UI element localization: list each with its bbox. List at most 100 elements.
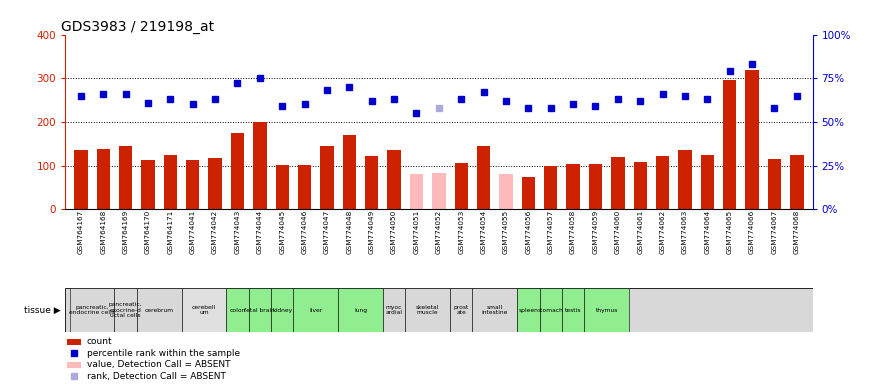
Text: skeletal
muscle: skeletal muscle (416, 305, 440, 316)
Text: GSM774049: GSM774049 (368, 209, 375, 253)
Bar (790, 155, 804, 209)
Text: GSM774068: GSM774068 (794, 209, 799, 253)
Bar (432, 173, 446, 209)
Text: GSM774067: GSM774067 (772, 209, 778, 253)
Text: GSM774065: GSM774065 (726, 209, 733, 253)
Text: GSM774050: GSM774050 (391, 209, 397, 253)
Text: cerebell
um: cerebell um (192, 305, 216, 316)
Text: GSM774043: GSM774043 (235, 209, 241, 253)
Bar (746, 70, 759, 209)
Bar (253, 122, 267, 209)
Bar (209, 158, 222, 209)
Bar (656, 156, 669, 209)
Text: fetal brain: fetal brain (244, 308, 275, 313)
Bar (540, 288, 562, 332)
Text: GSM774051: GSM774051 (414, 209, 420, 253)
Text: kidney: kidney (272, 308, 292, 313)
Bar (231, 133, 244, 209)
Text: count: count (87, 337, 112, 346)
Bar (517, 288, 540, 332)
Bar (119, 146, 132, 209)
Bar (67, 339, 81, 345)
Bar (298, 165, 311, 209)
Bar (321, 146, 334, 209)
Bar (383, 288, 405, 332)
Text: GSM774046: GSM774046 (302, 209, 308, 253)
Bar (768, 159, 781, 209)
Text: GSM774062: GSM774062 (660, 209, 666, 253)
Text: liver: liver (309, 308, 322, 313)
Bar (405, 288, 450, 332)
Text: stomach: stomach (538, 308, 564, 313)
Text: GSM774058: GSM774058 (570, 209, 576, 253)
Bar (473, 288, 517, 332)
Bar (500, 174, 513, 209)
Text: GSM774061: GSM774061 (637, 209, 643, 253)
Text: GSM774060: GSM774060 (615, 209, 620, 253)
Bar (544, 166, 557, 209)
Bar (186, 160, 199, 209)
Bar (562, 288, 584, 332)
Bar (271, 288, 294, 332)
Bar (365, 156, 378, 209)
Text: GSM764171: GSM764171 (168, 209, 173, 253)
Text: GSM774056: GSM774056 (526, 209, 531, 253)
Bar (67, 362, 81, 368)
Bar (294, 288, 338, 332)
Bar (338, 288, 383, 332)
Bar (410, 174, 423, 209)
Bar (454, 164, 468, 209)
Text: GSM774055: GSM774055 (503, 209, 509, 253)
Text: lung: lung (354, 308, 367, 313)
Text: GSM774066: GSM774066 (749, 209, 755, 253)
Bar (115, 288, 136, 332)
Bar (723, 80, 736, 209)
Text: colon: colon (229, 308, 246, 313)
Bar (182, 288, 226, 332)
Bar (521, 177, 535, 209)
Text: small
intestine: small intestine (481, 305, 508, 316)
Text: GSM764170: GSM764170 (145, 209, 151, 253)
Bar (567, 164, 580, 209)
Text: GSM774047: GSM774047 (324, 209, 330, 253)
Text: GSM764168: GSM764168 (100, 209, 106, 253)
Text: pancreatic,
exocrine-d
uctal cells: pancreatic, exocrine-d uctal cells (109, 302, 143, 318)
Text: thymus: thymus (595, 308, 618, 313)
Text: myoc
ardial: myoc ardial (386, 305, 402, 316)
Text: GSM774044: GSM774044 (257, 209, 262, 253)
Text: prost
ate: prost ate (454, 305, 469, 316)
Bar (589, 164, 602, 209)
Bar (226, 288, 249, 332)
Bar (450, 288, 473, 332)
Text: testis: testis (565, 308, 581, 313)
Text: GSM774054: GSM774054 (481, 209, 487, 253)
Text: spleen: spleen (519, 308, 538, 313)
Text: GSM774045: GSM774045 (279, 209, 285, 253)
Bar (679, 150, 692, 209)
Text: value, Detection Call = ABSENT: value, Detection Call = ABSENT (87, 360, 230, 369)
Bar (163, 155, 177, 209)
Text: GSM774053: GSM774053 (458, 209, 464, 253)
Bar (74, 150, 88, 209)
Bar (249, 288, 271, 332)
Bar (634, 162, 647, 209)
Text: GDS3983 / 219198_at: GDS3983 / 219198_at (62, 20, 215, 33)
Text: percentile rank within the sample: percentile rank within the sample (87, 349, 240, 358)
Text: cerebrum: cerebrum (144, 308, 174, 313)
Bar (96, 149, 109, 209)
Text: GSM764169: GSM764169 (123, 209, 129, 253)
Bar (342, 135, 356, 209)
Text: GSM774063: GSM774063 (682, 209, 688, 253)
Text: GSM774041: GSM774041 (189, 209, 196, 253)
Text: tissue ▶: tissue ▶ (24, 306, 61, 314)
Bar (70, 288, 115, 332)
Bar (477, 146, 490, 209)
Bar (136, 288, 182, 332)
Text: GSM774059: GSM774059 (593, 209, 599, 253)
Text: pancreatic,
endocrine cells: pancreatic, endocrine cells (70, 305, 115, 316)
Text: GSM774052: GSM774052 (436, 209, 441, 253)
Text: GSM774048: GSM774048 (347, 209, 352, 253)
Text: GSM774042: GSM774042 (212, 209, 218, 253)
Bar (275, 165, 289, 209)
Bar (142, 160, 155, 209)
